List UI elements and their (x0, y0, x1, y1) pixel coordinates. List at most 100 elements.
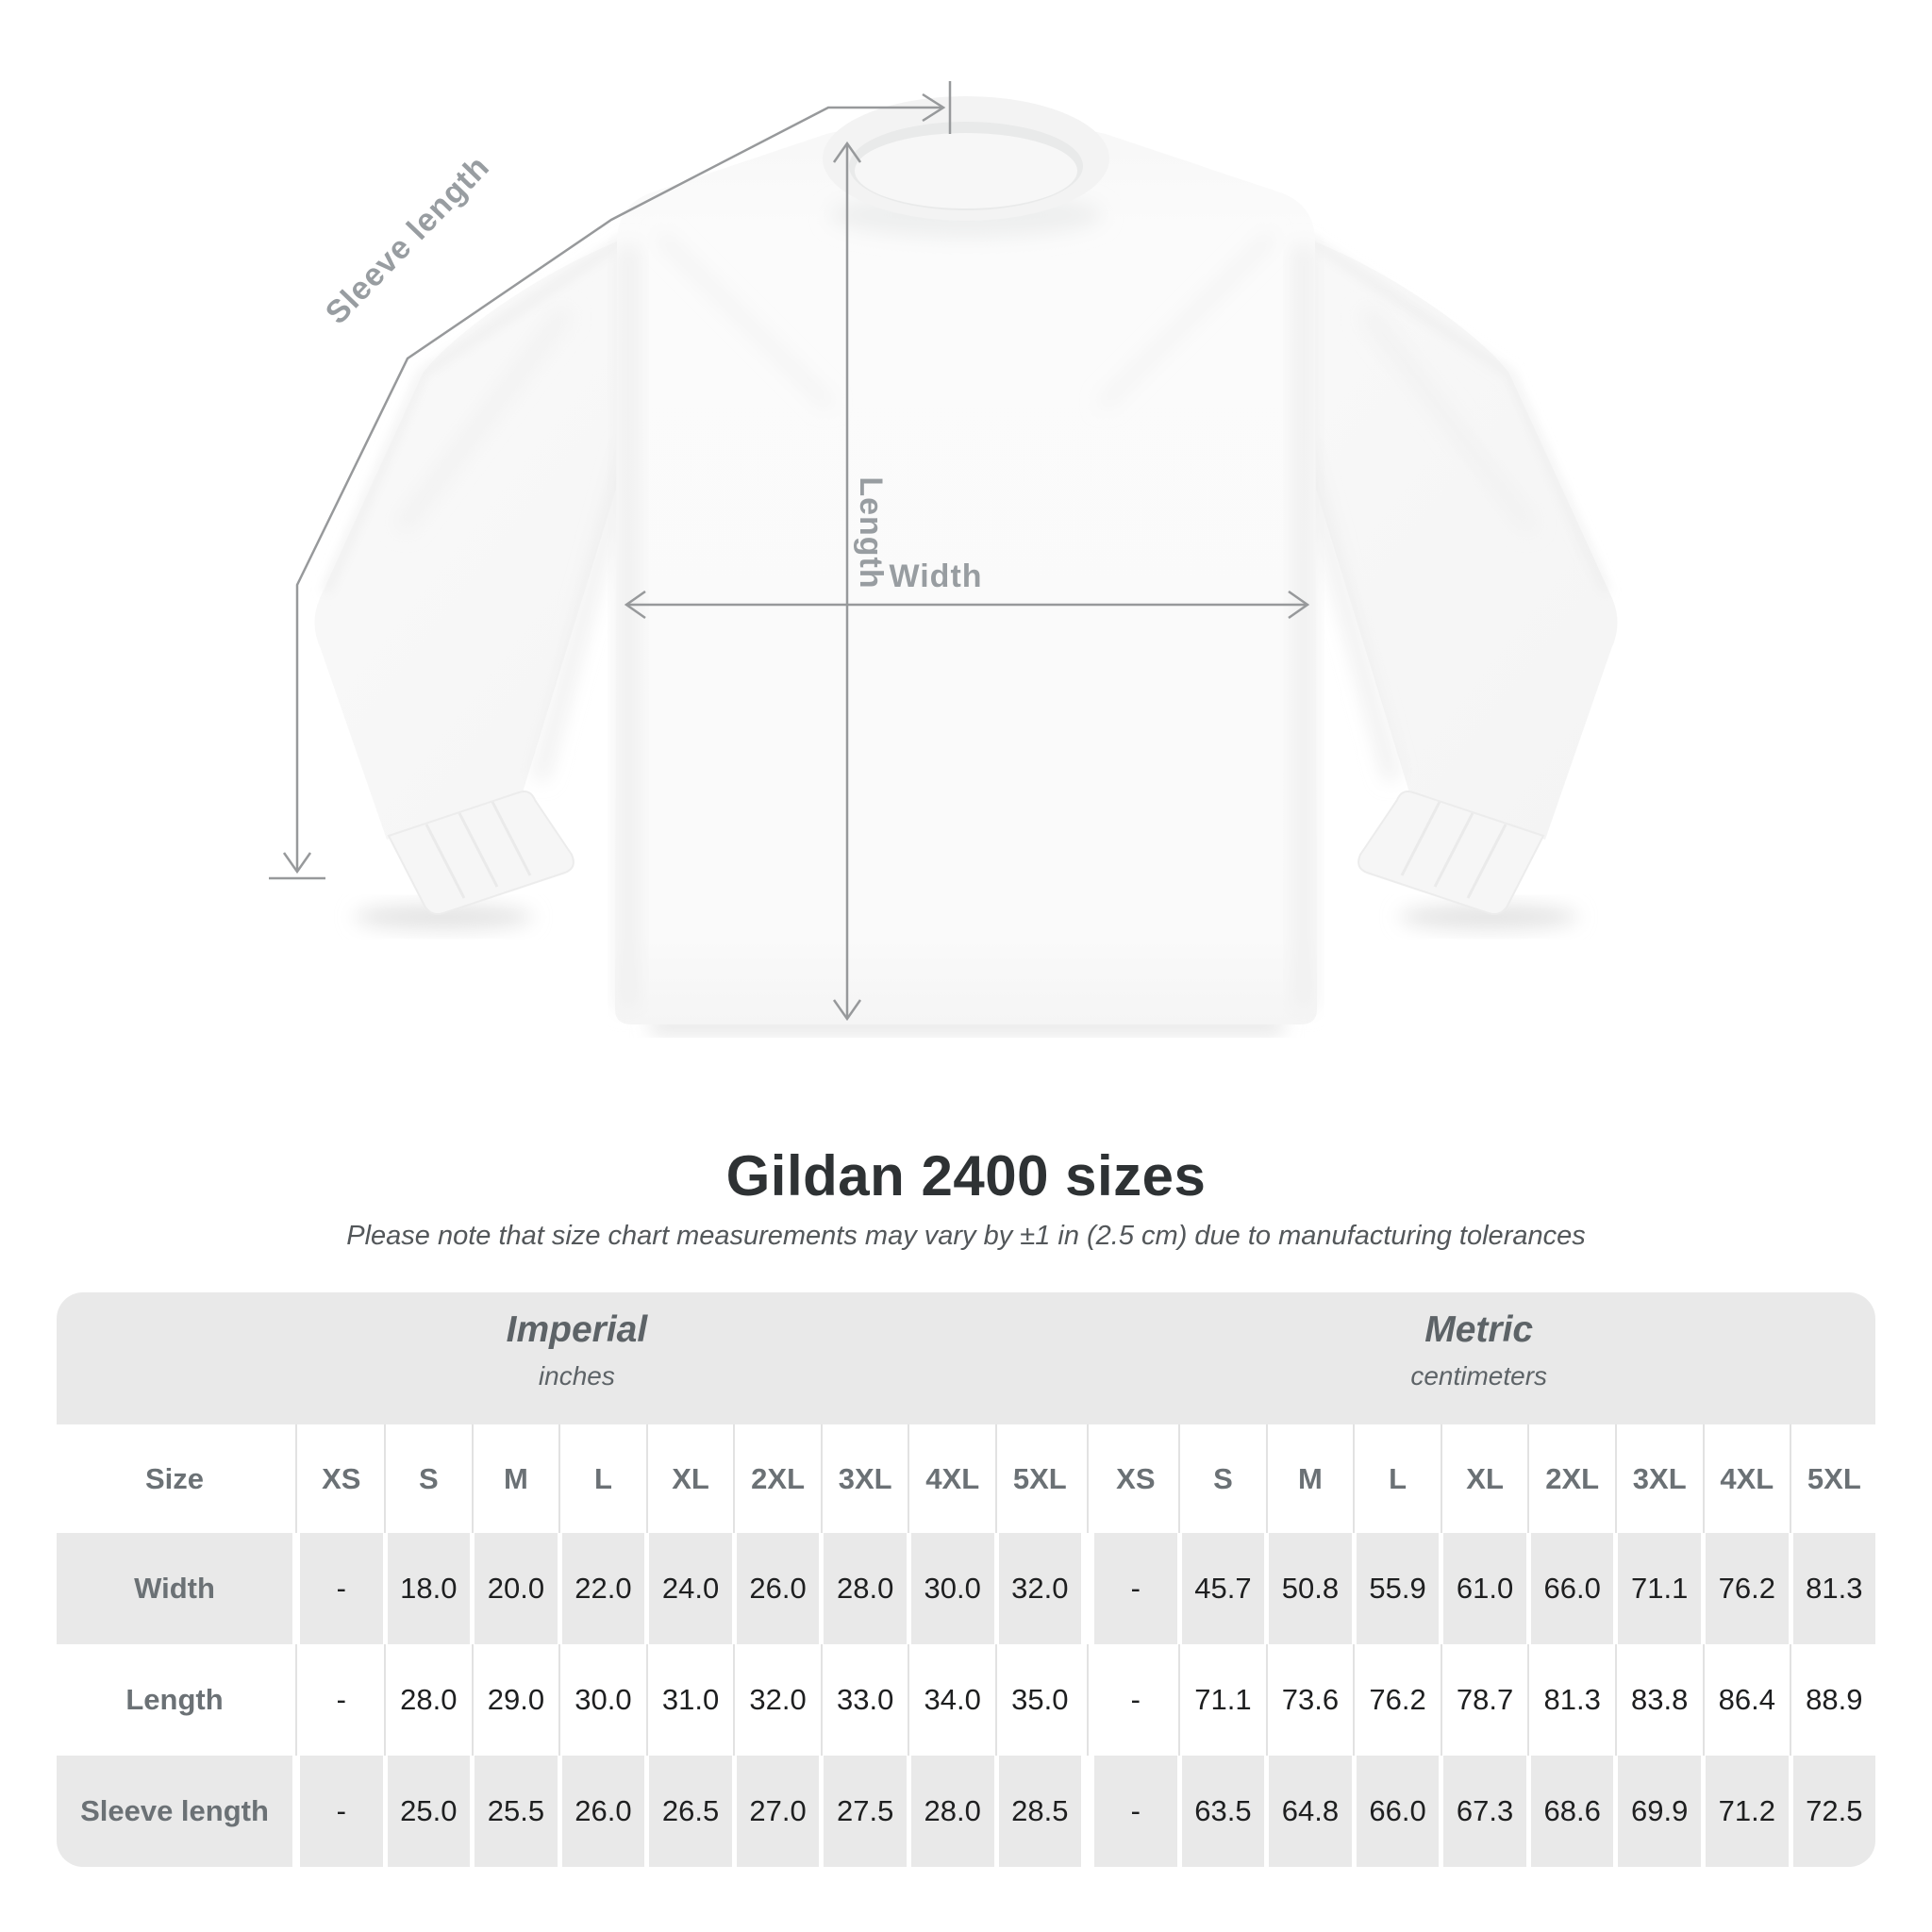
table-cell: 45.7 (1181, 1533, 1265, 1644)
size-header-imperial-3xl: 3XL (838, 1461, 892, 1495)
right-cuff (1357, 791, 1545, 915)
table-cell: 27.5 (824, 1756, 907, 1867)
table-cell: 28.0 (910, 1756, 994, 1867)
column-gap (1081, 1644, 1095, 1756)
unit-header-band: Imperial inches Metric centimeters (57, 1292, 1875, 1424)
table-cell: 27.0 (736, 1756, 820, 1867)
table-cell: 32.0 (998, 1533, 1082, 1644)
length-arrow (832, 141, 862, 1022)
size-header-imperial-m: M (503, 1461, 528, 1495)
table-cell: 35.0 (1011, 1683, 1069, 1716)
table-cell: 31.0 (661, 1683, 720, 1716)
table-cell: 18.0 (387, 1533, 471, 1644)
column-gap (906, 1424, 911, 1533)
column-gap (1081, 1756, 1094, 1867)
table-cell: - (336, 1683, 346, 1716)
column-gap (382, 1644, 388, 1756)
shirt-measurement-diagram: Sleeve length Length Width (269, 81, 1618, 1032)
table-cell: 64.8 (1269, 1756, 1352, 1867)
table-cell: 71.1 (1618, 1533, 1701, 1644)
table-cell: 76.2 (1369, 1683, 1426, 1716)
size-header-metric-2xl: 2XL (1545, 1461, 1600, 1495)
table-cell: - (1094, 1756, 1177, 1867)
column-gap (292, 1644, 300, 1756)
column-gap (993, 1644, 999, 1756)
sleeve-length-label: Sleeve length (319, 149, 497, 331)
size-header-metric-5xl: 5XL (1807, 1461, 1861, 1495)
table-cell: 63.5 (1181, 1756, 1265, 1867)
table-cell: 73.6 (1281, 1683, 1340, 1716)
table-cell: 78.7 (1456, 1683, 1514, 1716)
left-cuff (387, 791, 575, 915)
table-cell: 67.3 (1443, 1756, 1526, 1867)
column-gap (470, 1644, 475, 1756)
table-row-length: Length - 28.0 29.0 30.0 31.0 32.0 33.0 34.0 35.0 -… (57, 1644, 1875, 1756)
column-gap (1176, 1424, 1182, 1533)
column-gap (819, 1424, 824, 1533)
metric-unit-label: centimeters (1410, 1361, 1548, 1391)
table-cell: 24.0 (649, 1533, 732, 1644)
table-cell: 72.5 (1792, 1756, 1876, 1867)
size-header-metric-xs: XS (1116, 1461, 1156, 1495)
table-cell: 34.0 (924, 1683, 981, 1716)
size-header-metric-l: L (1389, 1461, 1407, 1495)
length-label: Length (853, 476, 889, 589)
column-gap (1701, 1644, 1706, 1756)
row-label-width: Width (57, 1533, 292, 1644)
size-header-metric-xl: XL (1466, 1461, 1504, 1495)
size-header-imperial-l: L (594, 1461, 612, 1495)
table-cell: 25.0 (387, 1756, 471, 1867)
table-cell: 28.5 (998, 1756, 1082, 1867)
column-gap (1264, 1644, 1270, 1756)
column-gap (382, 1424, 388, 1533)
column-gap (1789, 1756, 1793, 1867)
column-gap (644, 1644, 650, 1756)
table-cell: 88.9 (1806, 1683, 1863, 1716)
column-gap (1701, 1424, 1706, 1533)
column-gap (906, 1644, 911, 1756)
table-cell: 50.8 (1269, 1533, 1352, 1644)
column-gap (1351, 1644, 1357, 1756)
table-cell: 81.3 (1792, 1533, 1876, 1644)
size-header-metric-s: S (1213, 1461, 1233, 1495)
size-header-imperial-xs: XS (322, 1461, 361, 1495)
table-row-width: Width -18.0 20.0 22.0 24.0 26.0 28.0 30.0 32.0-4… (57, 1533, 1876, 1644)
column-gap (731, 1424, 737, 1533)
column-gap (1613, 1424, 1619, 1533)
column-gap (1439, 1424, 1444, 1533)
column-gap (292, 1424, 300, 1533)
table-cell: 81.3 (1543, 1683, 1601, 1716)
column-gap (1439, 1644, 1444, 1756)
column-gap (1788, 1424, 1793, 1533)
table-cell: 26.0 (561, 1756, 645, 1867)
table-cell: 83.8 (1631, 1683, 1689, 1716)
table-cell: 28.0 (400, 1683, 458, 1716)
size-header-imperial-2xl: 2XL (751, 1461, 806, 1495)
size-header-imperial-s: S (419, 1461, 439, 1495)
column-gap (731, 1644, 737, 1756)
column-gap (292, 1533, 300, 1644)
imperial-header-group: Imperial inches (507, 1309, 648, 1391)
table-cell: 20.0 (475, 1533, 558, 1644)
table-cell: 26.0 (736, 1533, 820, 1644)
size-header-row: Size XS S M L XL 2XL 3XL 4XL 5XL XS S M L XL 2XL 3XL 4XL… (57, 1424, 1875, 1533)
table-cell: 71.1 (1194, 1683, 1252, 1716)
column-gap (1613, 1644, 1619, 1756)
size-column-header: Size (144, 1461, 205, 1495)
column-gap (1081, 1424, 1095, 1533)
column-gap (1525, 1644, 1531, 1756)
column-gap (819, 1644, 824, 1756)
metric-header-group: Metric centimeters (1410, 1309, 1547, 1391)
column-gap (644, 1424, 650, 1533)
table-cell: 61.0 (1443, 1533, 1526, 1644)
table-cell: 68.6 (1530, 1756, 1614, 1867)
column-gap (292, 1756, 300, 1867)
column-gap (1081, 1533, 1094, 1644)
table-rows: Width -18.0 20.0 22.0 24.0 26.0 28.0 30.0 32.0-4… (57, 1533, 1876, 1867)
size-table: Imperial inches Metric centimeters Size … (57, 1292, 1876, 1868)
table-cell: - (300, 1533, 383, 1644)
table-row-sleeve-length: Sleeve length -25.0 25.5 26.0 26.5 27.0 27.5 28… (57, 1756, 1876, 1867)
column-gap (470, 1424, 475, 1533)
column-gap (557, 1424, 562, 1533)
table-cell: 25.5 (475, 1756, 558, 1867)
